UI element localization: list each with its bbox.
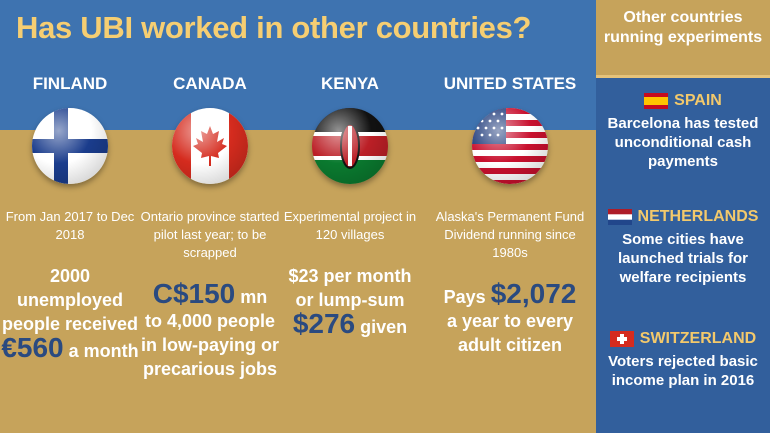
fact-text: 2000 unemployed people received <box>1 266 139 334</box>
fact-text: a year to every adult citizen <box>446 311 574 355</box>
fact-text: mn <box>240 287 268 307</box>
country-name: UNITED STATES <box>443 74 577 93</box>
entry-text: Voters rejected basic income plan in 201… <box>608 353 758 389</box>
header-band <box>0 0 596 130</box>
sidebar-entry-spain: SPAIN Barcelona has tested unconditional… <box>596 92 770 171</box>
country-description: Alaska's Permanent Fund Dividend running… <box>435 209 585 260</box>
fact-text: $23 per month or lump-sum <box>288 266 412 310</box>
kenya-flag-icon <box>312 108 388 184</box>
fact-text: a month <box>68 341 139 361</box>
country-fact: C$150 mn to 4,000 people in low-paying o… <box>140 280 280 381</box>
entry-country: SPAIN <box>674 92 722 109</box>
netherlands-flag-icon <box>607 209 632 225</box>
finland-flag-icon <box>32 108 108 184</box>
country-name: FINLAND <box>32 74 108 93</box>
switzerland-flag-icon <box>609 331 634 347</box>
usa-flag-icon <box>472 108 548 184</box>
entry-country: SWITZERLAND <box>639 330 757 347</box>
country-description: Experimental project in 120 villages <box>283 209 417 242</box>
country-fact: $23 per month or lump-sum $276 given <box>280 264 420 339</box>
sidebar-entry-netherlands: NETHERLANDS Some cities have launched tr… <box>596 208 770 287</box>
entry-text: Barcelona has tested unconditional cash … <box>607 115 759 170</box>
page-title: Has UBI worked in other countries? <box>16 10 532 45</box>
entry-country: NETHERLANDS <box>637 208 759 225</box>
entry-header: SWITZERLAND <box>596 330 770 348</box>
country-description: From Jan 2017 to Dec 2018 <box>5 209 135 242</box>
entry-header: SPAIN <box>596 92 770 110</box>
country-fact: Pays $2,072 a year to every adult citize… <box>430 280 590 357</box>
fact-highlight: $276 <box>292 308 356 339</box>
fact-text: given <box>360 317 408 337</box>
country-description: Ontario province started pilot last year… <box>140 209 280 260</box>
sidebar: Other countries running experiments SPAI… <box>596 0 770 433</box>
fact-highlight: C$150 <box>152 278 236 309</box>
fact-text: to 4,000 people in low-paying or precari… <box>141 311 279 379</box>
country-column-kenya: KENYA Experimental project in 120 villag… <box>280 72 420 339</box>
fact-highlight: €560 <box>1 332 64 363</box>
country-fact: 2000 unemployed people received €560 a m… <box>0 264 140 363</box>
sidebar-entry-switzerland: SWITZERLAND Voters rejected basic income… <box>596 330 770 390</box>
country-column-finland: FINLAND From Jan 2017 to Dec 2018 2000 u… <box>0 72 140 363</box>
fact-text: Pays <box>443 287 486 307</box>
spain-flag-icon <box>644 93 669 109</box>
entry-header: NETHERLANDS <box>596 208 770 226</box>
entry-text: Some cities have launched trials for wel… <box>617 231 749 286</box>
fact-highlight: $2,072 <box>490 278 577 309</box>
country-column-united-states: UNITED STATES Alaska's Permanent Fund Di… <box>430 72 590 357</box>
country-name: CANADA <box>173 74 247 93</box>
canada-flag-icon <box>172 108 248 184</box>
sidebar-heading: Other countries running experiments <box>596 0 770 78</box>
country-column-canada: CANADA Ontario province started pilot la… <box>140 72 280 381</box>
country-name: KENYA <box>321 74 379 93</box>
